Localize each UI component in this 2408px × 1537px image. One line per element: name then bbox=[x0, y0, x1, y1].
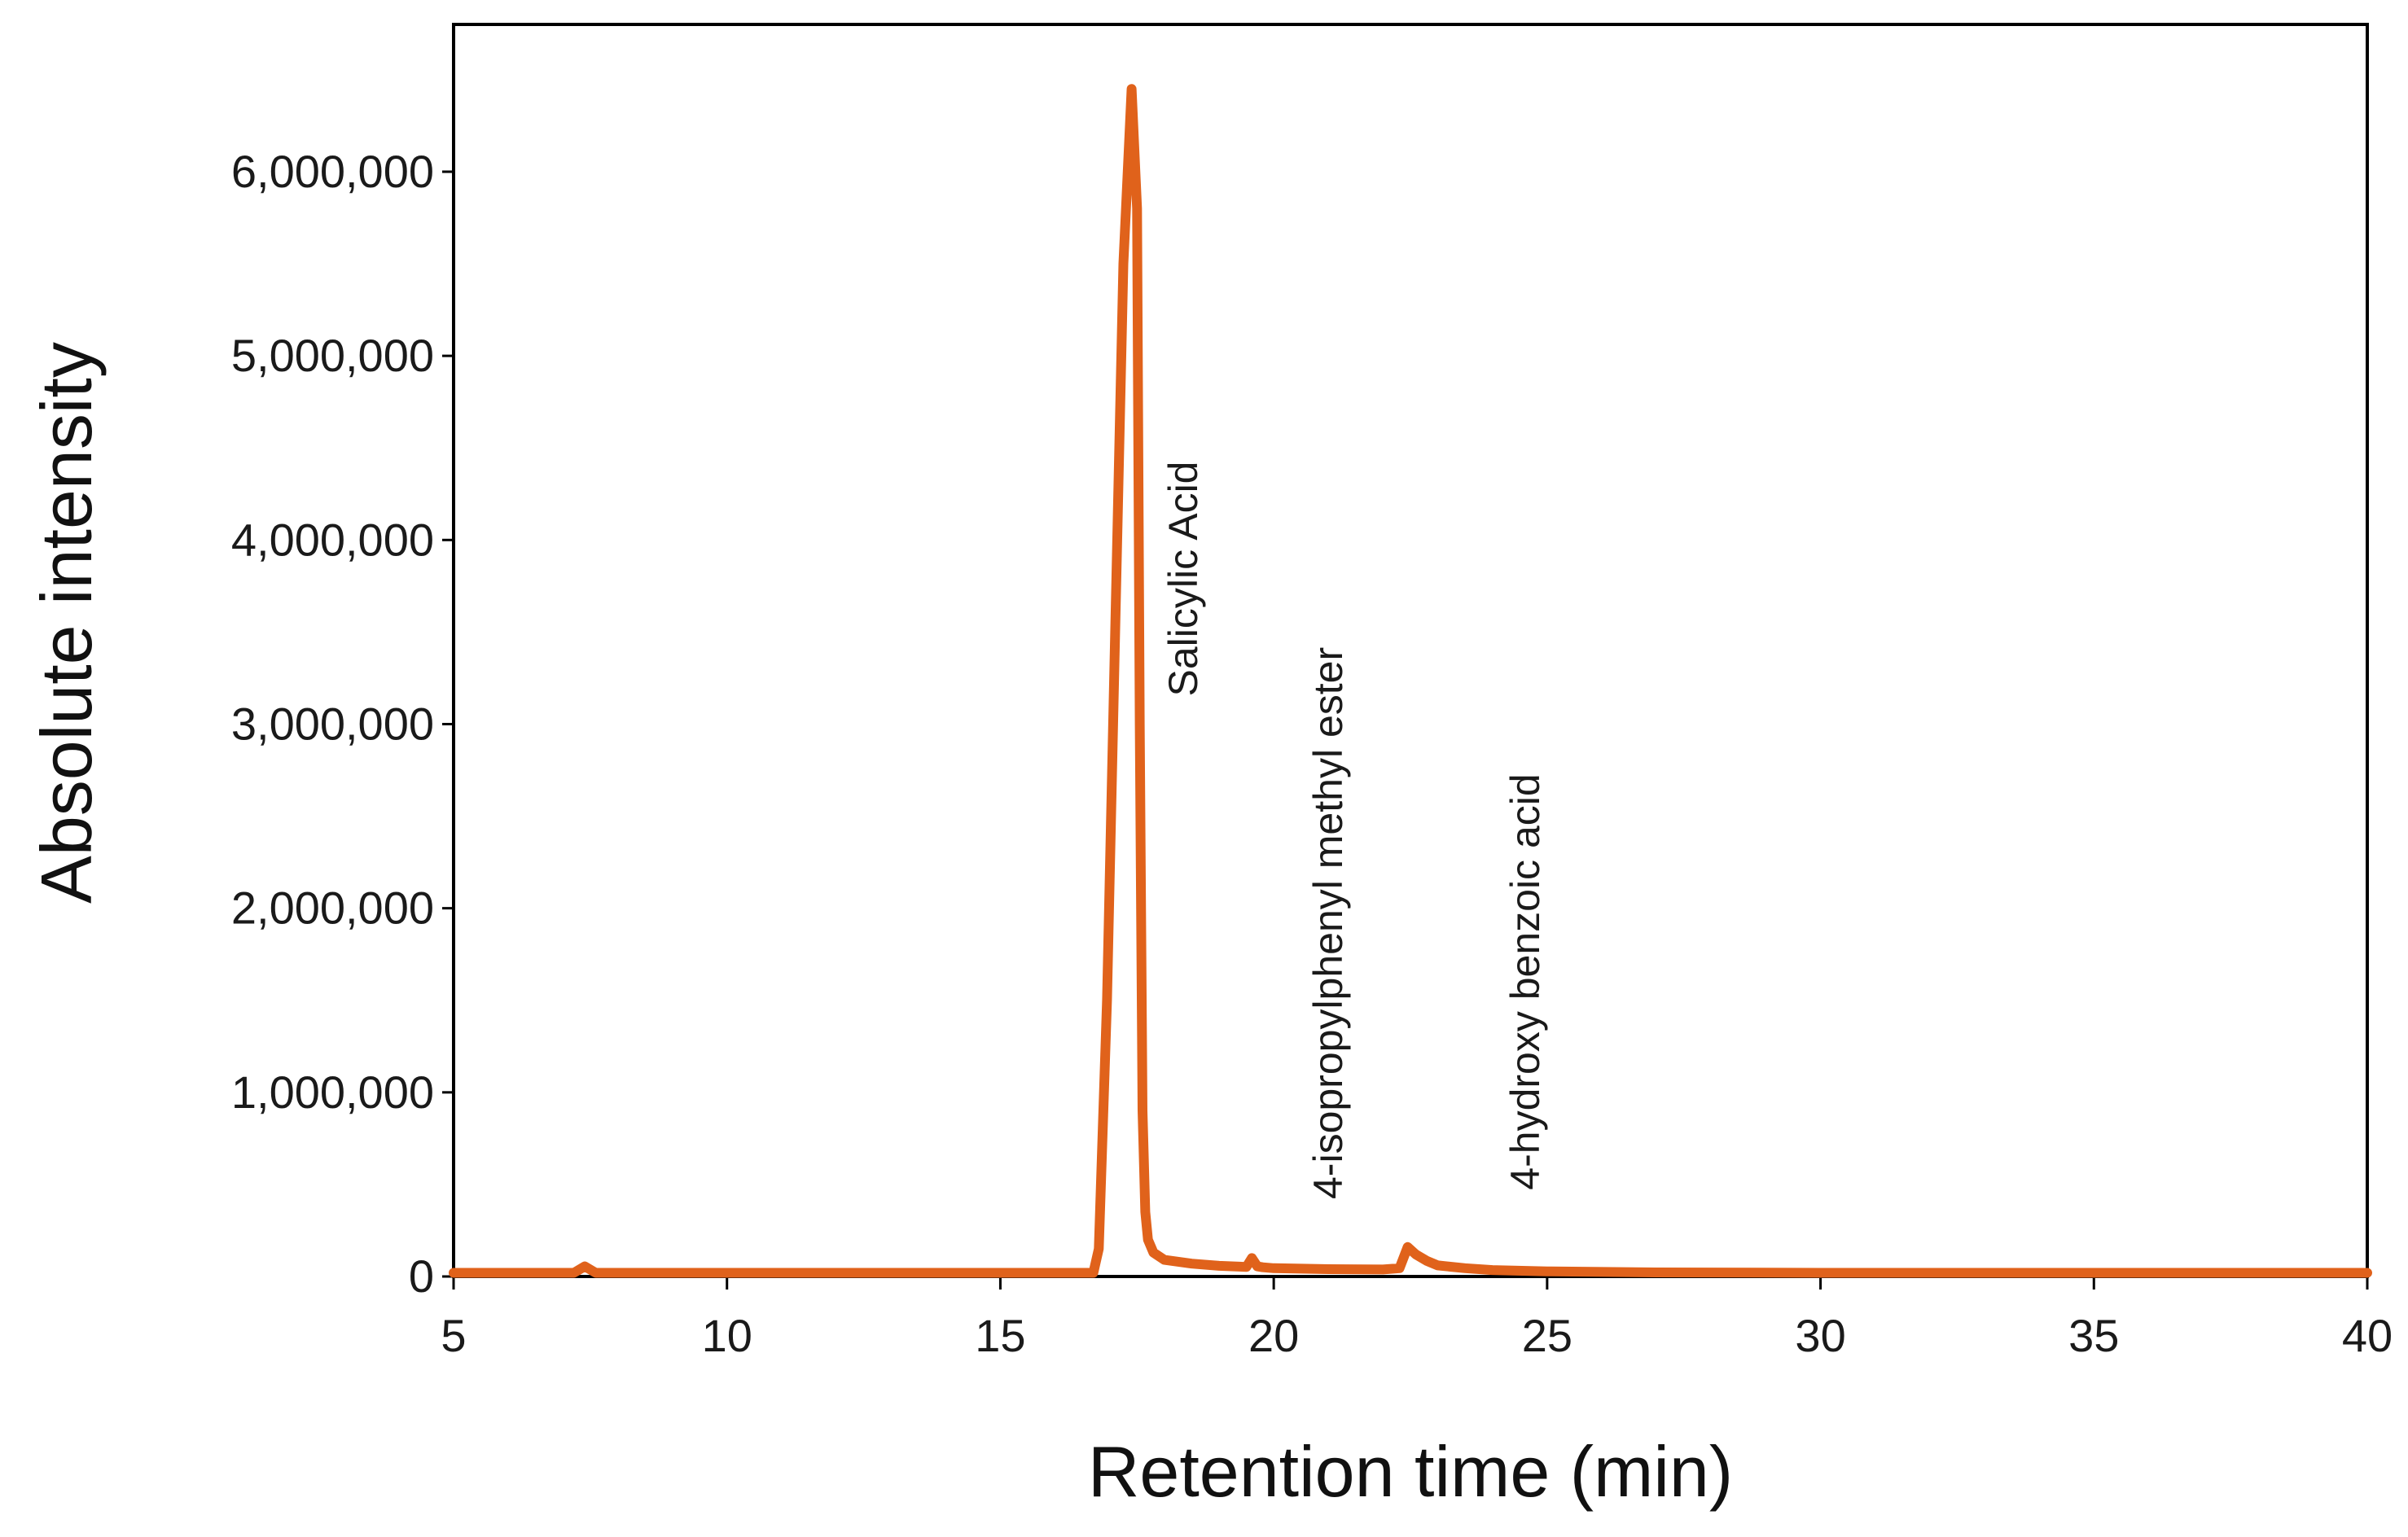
x-tick-label: 25 bbox=[1522, 1310, 1572, 1361]
x-tick-layer: 5 10 15 20 25 30 35 40 bbox=[441, 1276, 2393, 1361]
y-tick-label: 1,000,000 bbox=[231, 1066, 434, 1118]
y-tick-layer: 0 1,000,000 2,000,000 3,000,000 4,000,000 5,0… bbox=[231, 146, 454, 1302]
y-tick-label: 4,000,000 bbox=[231, 514, 434, 565]
chromatogram-trace bbox=[449, 84, 2372, 1278]
x-tick-label: 10 bbox=[702, 1310, 752, 1361]
y-tick-label: 3,000,000 bbox=[231, 698, 434, 749]
x-tick-label: 5 bbox=[441, 1310, 466, 1361]
x-tick-label: 40 bbox=[2342, 1310, 2393, 1361]
x-tick-label: 20 bbox=[1248, 1310, 1299, 1361]
plot-frame bbox=[452, 23, 2369, 1278]
x-tick-label: 15 bbox=[975, 1310, 1025, 1361]
x-axis-title: Retention time (min) bbox=[1088, 1431, 1733, 1512]
x-tick-label: 35 bbox=[2068, 1310, 2119, 1361]
x-tick-label: 30 bbox=[1795, 1310, 1845, 1361]
y-tick-label: 2,000,000 bbox=[231, 882, 434, 934]
annotation-layer: Salicylic Acid 4-isopropylphenyl methyl e… bbox=[1160, 462, 1548, 1200]
peak-annotation: 4-isopropylphenyl methyl ester bbox=[1305, 647, 1351, 1199]
y-tick-label: 0 bbox=[409, 1250, 434, 1302]
y-axis-title: Absolute intensity bbox=[26, 342, 107, 904]
y-tick-label: 6,000,000 bbox=[231, 146, 434, 197]
y-tick-label: 5,000,000 bbox=[231, 330, 434, 381]
peak-annotation: 4-hydroxy benzoic acid bbox=[1502, 773, 1548, 1189]
peak-annotation: Salicylic Acid bbox=[1160, 462, 1206, 697]
